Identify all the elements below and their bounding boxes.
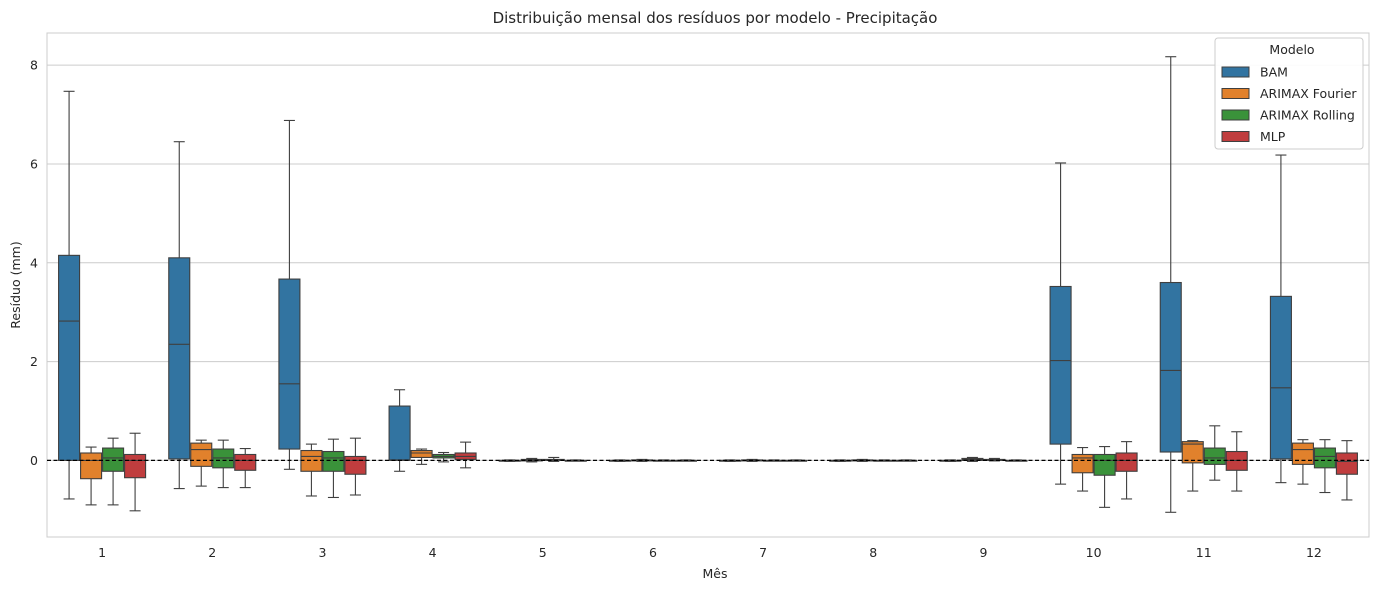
y-tick-label: 8	[30, 58, 38, 73]
box-mlp-11	[1225, 431, 1248, 492]
box-arimax-fourier-10	[1071, 447, 1094, 492]
y-axis-label: Resíduo (mm)	[8, 241, 23, 328]
box-iqr	[1313, 447, 1336, 469]
box-mlp-3	[344, 437, 367, 496]
box-arimax-rolling-2	[212, 439, 235, 489]
legend-label: ARIMAX Fourier	[1260, 86, 1357, 101]
box-arimax-rolling-4	[432, 451, 455, 463]
legend-swatch	[1221, 66, 1250, 78]
box-iqr	[322, 450, 345, 472]
box-iqr	[102, 447, 125, 472]
legend-item-arimax-rolling: ARIMAX Rolling	[1221, 108, 1355, 123]
box-arimax-fourier-3	[300, 443, 323, 497]
legend-swatch	[1221, 109, 1250, 121]
box-iqr	[278, 278, 301, 450]
box-arimax-fourier-12	[1291, 439, 1314, 485]
legend-label: ARIMAX Rolling	[1260, 108, 1355, 123]
box-arimax-rolling-3	[322, 438, 345, 499]
box-iqr	[1269, 295, 1292, 460]
plot-frame	[46, 32, 1370, 538]
box-iqr	[1115, 452, 1138, 472]
legend-label: BAM	[1260, 65, 1288, 80]
chart-title: Distribuição mensal dos resíduos por mod…	[493, 9, 938, 27]
x-tick-label: 2	[208, 545, 216, 560]
box-iqr	[1159, 281, 1182, 453]
box-arimax-fourier-4	[410, 448, 433, 465]
box-bam-2	[168, 141, 191, 490]
y-tick-label: 4	[30, 255, 38, 270]
legend-label: MLP	[1260, 129, 1286, 144]
x-tick-label: 4	[429, 545, 437, 560]
box-iqr	[410, 449, 433, 458]
box-arimax-fourier-11	[1181, 440, 1204, 492]
x-tick-label: 5	[539, 545, 547, 560]
legend-item-mlp: MLP	[1221, 129, 1286, 144]
box-iqr	[234, 453, 257, 471]
y-tick-label: 2	[30, 354, 38, 369]
legend-title: Modelo	[1269, 42, 1314, 57]
y-tick-label: 6	[30, 156, 38, 171]
x-tick-label: 10	[1086, 545, 1102, 560]
legend-swatch	[1221, 88, 1250, 99]
box-mlp-1	[124, 432, 147, 512]
box-mlp-10	[1115, 441, 1138, 500]
box-iqr	[1093, 453, 1116, 476]
box-iqr	[1335, 452, 1358, 475]
legend-item-arimax-fourier: ARIMAX Fourier	[1221, 86, 1357, 101]
x-tick-label: 3	[318, 545, 326, 560]
box-iqr	[388, 405, 411, 461]
box-iqr	[58, 254, 81, 461]
box-bam-12	[1269, 154, 1292, 484]
box-iqr	[124, 453, 147, 479]
box-mlp-12	[1335, 440, 1358, 501]
box-arimax-rolling-8	[873, 459, 896, 462]
legend-swatch	[1221, 131, 1250, 142]
box-iqr	[1049, 285, 1072, 445]
x-tick-label: 1	[98, 545, 106, 560]
box-bam-11	[1159, 56, 1182, 513]
box-mlp-4	[454, 441, 477, 469]
box-iqr	[344, 455, 367, 475]
box-iqr	[1203, 447, 1226, 465]
box-arimax-rolling-7	[763, 459, 786, 462]
legend-frame	[1214, 37, 1364, 150]
x-axis-label: Mês	[703, 566, 728, 581]
box-arimax-rolling-10	[1093, 446, 1116, 508]
box-iqr	[1181, 441, 1204, 464]
box-arimax-rolling-12	[1313, 439, 1336, 494]
x-tick-label: 11	[1196, 545, 1212, 560]
y-tick-labels: 0 2 4 6 8	[30, 58, 38, 468]
x-tick-label: 12	[1306, 545, 1322, 560]
legend-item-bam: BAM	[1221, 65, 1288, 80]
box-bam-10	[1049, 162, 1072, 485]
box-bam-4	[388, 389, 411, 472]
box-arimax-rolling-11	[1203, 425, 1226, 481]
legend: Modelo BAM ARIMAX Fourier ARIMAX Rolling ML…	[1214, 37, 1364, 150]
boxes	[58, 56, 1358, 513]
y-tick-label: 0	[30, 453, 38, 468]
box-arimax-rolling-1	[102, 437, 125, 506]
box-iqr	[80, 452, 103, 480]
box-arimax-fourier-1	[80, 446, 103, 506]
box-iqr	[1071, 453, 1094, 474]
x-tick-label: 8	[869, 545, 877, 560]
x-tick-label: 9	[979, 545, 987, 560]
box-mlp-2	[234, 448, 257, 489]
box-bam-1	[58, 90, 81, 500]
box-arimax-rolling-9	[983, 457, 1006, 462]
box-bam-3	[278, 119, 301, 470]
x-tick-label: 7	[759, 545, 767, 560]
box-iqr	[1291, 442, 1314, 465]
x-tick-label: 6	[649, 545, 657, 560]
x-tick-labels: 1 2 3 4 5 6 7 8 9 10 11 12	[98, 545, 1322, 560]
box-arimax-fourier-2	[190, 439, 213, 487]
box-iqr	[190, 442, 213, 467]
legend-items: BAM ARIMAX Fourier ARIMAX Rolling MLP	[1221, 65, 1357, 144]
box-iqr	[168, 257, 191, 460]
